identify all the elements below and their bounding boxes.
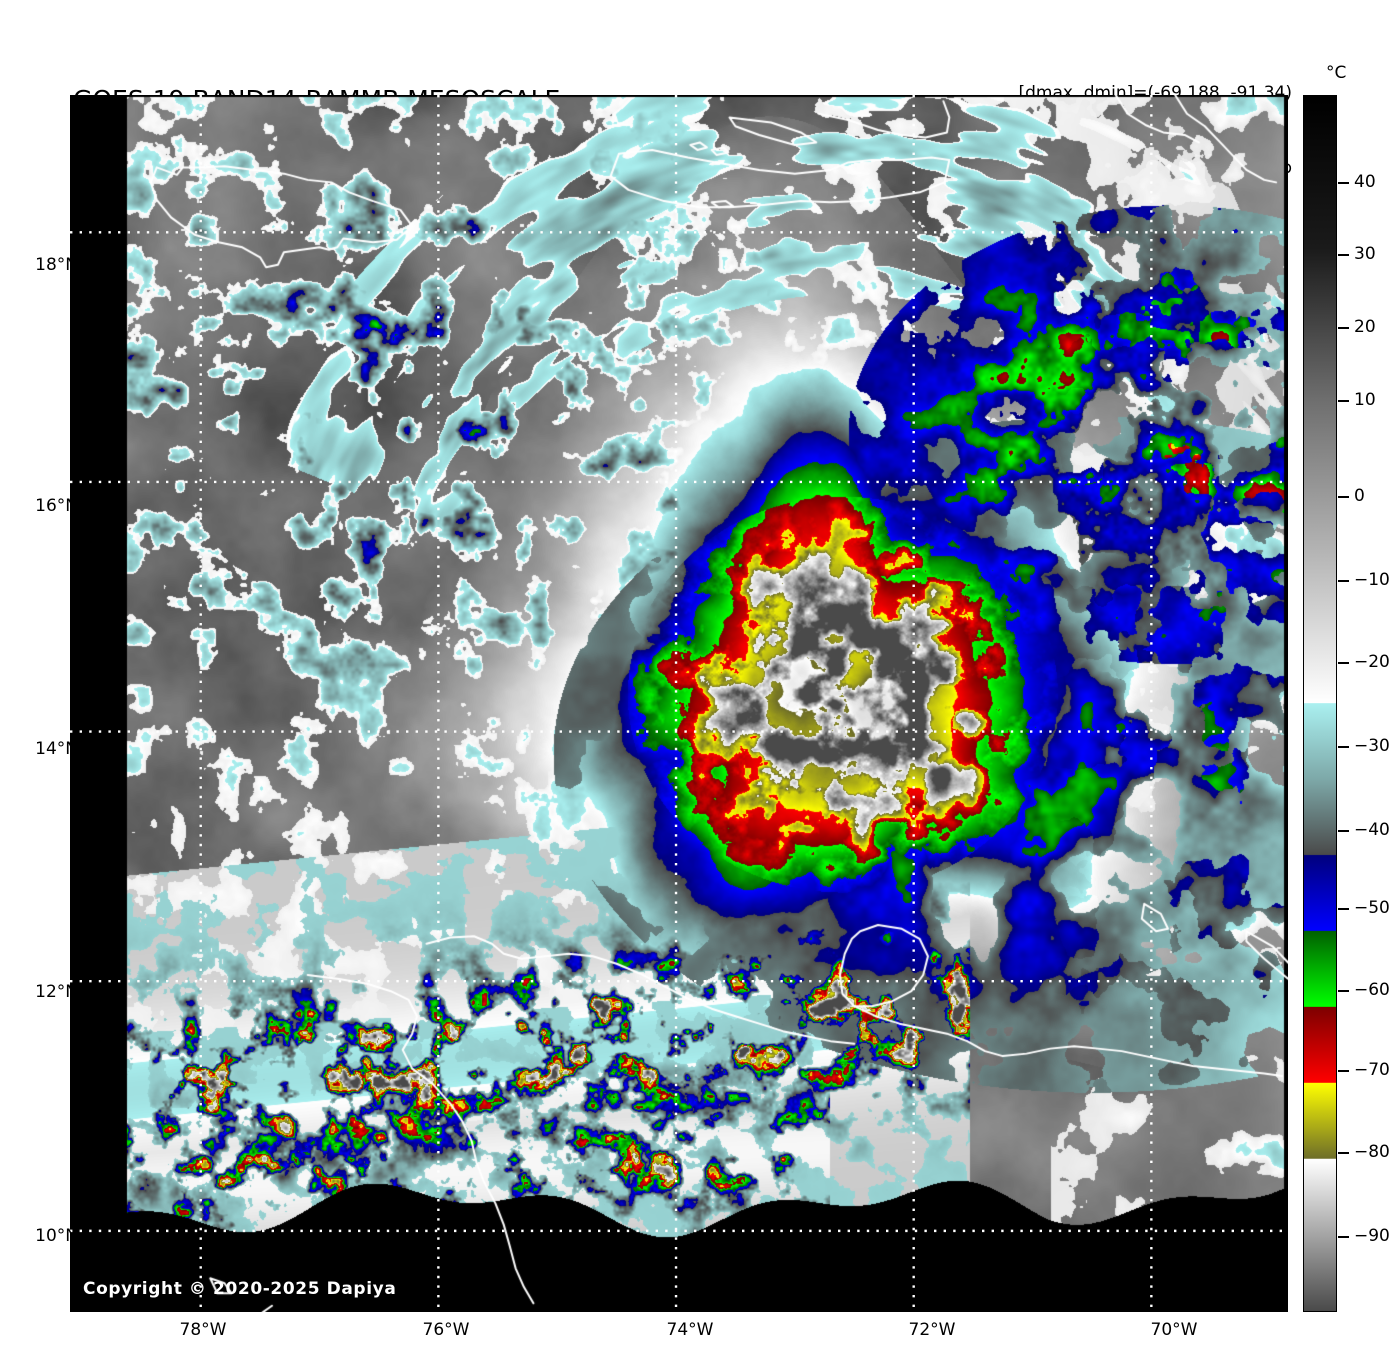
colorbar-tick-label: −90 (1354, 1226, 1390, 1246)
colorbar-tick-label: 30 (1354, 244, 1376, 264)
colorbar-tick-label: −50 (1354, 898, 1390, 918)
colorbar-tick-label: 40 (1354, 172, 1376, 192)
satellite-map[interactable]: Copyright © 2020-2025 Dapiya (70, 95, 1288, 1312)
colorbar[interactable] (1303, 95, 1337, 1312)
colorbar-tick-label: −60 (1354, 980, 1390, 1000)
colorbar-unit-label: °C (1326, 63, 1347, 83)
colorbar-tick-label: −70 (1354, 1060, 1390, 1080)
colorbar-tick-mark (1338, 990, 1349, 992)
colorbar-tick-mark (1338, 908, 1349, 910)
lon-tick-label: 72°W (908, 1320, 956, 1340)
lon-tick-label: 70°W (1150, 1320, 1198, 1340)
lon-tick-label: 76°W (422, 1320, 470, 1340)
colorbar-tick-label: 0 (1354, 486, 1365, 506)
colorbar-tick-label: −80 (1354, 1142, 1390, 1162)
colorbar-tick-mark (1338, 182, 1349, 184)
colorbar-tick-mark (1338, 830, 1349, 832)
colorbar-tick-mark (1338, 496, 1349, 498)
colorbar-tick-label: −30 (1354, 736, 1390, 756)
colorbar-gradient (1304, 96, 1336, 1311)
colorbar-tick-label: −20 (1354, 652, 1390, 672)
colorbar-tick-label: −10 (1354, 570, 1390, 590)
lat-tick-label: 12°N (35, 982, 78, 1002)
colorbar-tick-label: −40 (1354, 820, 1390, 840)
lat-tick-label: 16°N (35, 496, 78, 516)
colorbar-tick-mark (1338, 327, 1349, 329)
colorbar-tick-mark (1338, 662, 1349, 664)
colorbar-tick-mark (1338, 1152, 1349, 1154)
colorbar-tick-mark (1338, 580, 1349, 582)
colorbar-tick-mark (1338, 400, 1349, 402)
colorbar-tick-mark (1338, 1070, 1349, 1072)
colorbar-tick-label: 10 (1354, 390, 1376, 410)
lat-tick-label: 14°N (35, 739, 78, 759)
satellite-imagery-canvas (70, 95, 1288, 1312)
lon-tick-label: 74°W (666, 1320, 714, 1340)
colorbar-tick-mark (1338, 746, 1349, 748)
colorbar-tick-mark (1338, 254, 1349, 256)
lat-tick-label: 10°N (35, 1226, 78, 1246)
lon-tick-label: 78°W (179, 1320, 227, 1340)
colorbar-tick-label: 20 (1354, 317, 1376, 337)
copyright-notice: Copyright © 2020-2025 Dapiya (83, 1279, 397, 1299)
lat-tick-label: 18°N (35, 255, 78, 275)
colorbar-tick-mark (1338, 1236, 1349, 1238)
